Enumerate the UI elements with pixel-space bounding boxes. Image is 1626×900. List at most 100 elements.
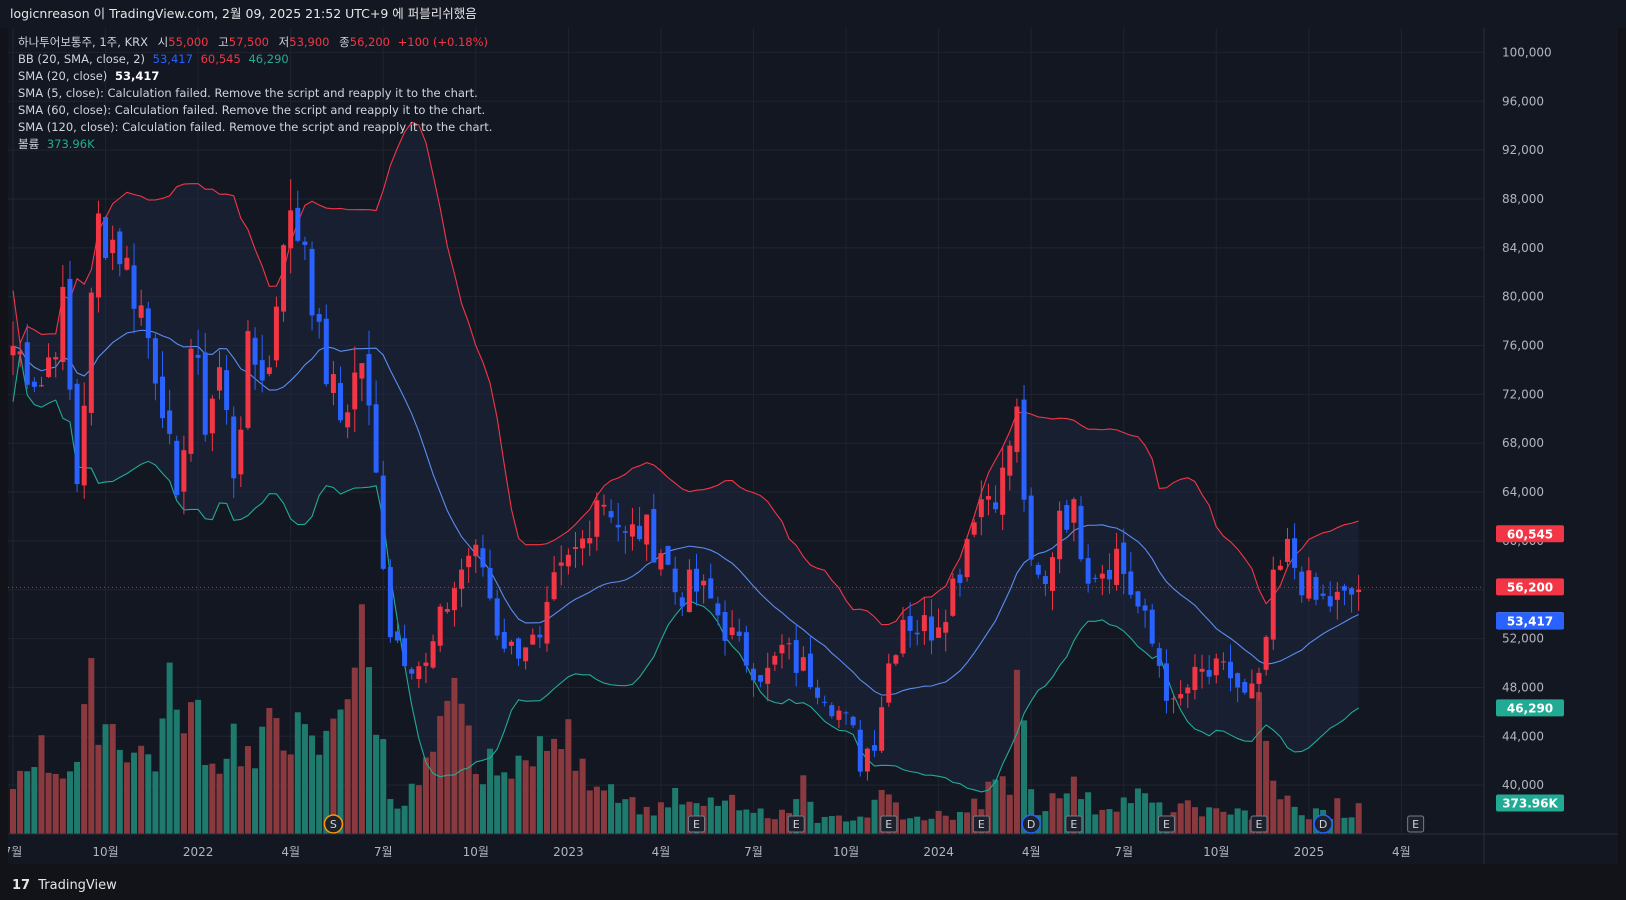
candle-body (1114, 548, 1120, 585)
candle-body (1000, 467, 1006, 515)
candle-body (1171, 698, 1177, 700)
legend-volume-value: 373.96K (46, 137, 95, 151)
candle-body (672, 568, 678, 593)
legend-bb[interactable]: BB (20, SMA, close, 2) 53,417 60,545 46,… (18, 51, 492, 68)
candle-body (1327, 596, 1333, 607)
price-label-text: 60,545 (1507, 527, 1553, 541)
candle-body (1007, 445, 1013, 476)
earnings-icon (1065, 815, 1083, 833)
candle-body (423, 662, 429, 666)
y-tick-label: 44,000 (1502, 729, 1544, 743)
volume-bar (736, 810, 743, 834)
volume-bar (1305, 819, 1312, 834)
volume-bar (1199, 816, 1206, 834)
candle-body (10, 346, 16, 356)
volume-bar (380, 739, 387, 834)
volume-bar (615, 802, 622, 834)
volume-bar (173, 709, 180, 834)
volume-bar (17, 770, 24, 834)
volume-bar (1142, 793, 1149, 834)
candle-body (444, 609, 450, 612)
volume-bar (949, 819, 956, 834)
volume-bar (878, 789, 885, 834)
candle-body (786, 643, 792, 645)
y-tick-label: 88,000 (1502, 192, 1544, 206)
publish-caption: logicnreason 이 TradingView.com, 2월 09, 2… (0, 0, 1626, 28)
candle-body (779, 644, 785, 654)
volume-bar (1284, 795, 1291, 834)
legend-volume-label: 볼륨 (18, 137, 40, 151)
legend-sma60-error[interactable]: SMA (60, close): Calculation failed. Rem… (18, 103, 486, 117)
candle-body (345, 412, 351, 428)
volume-bar (45, 772, 52, 834)
legend-volume[interactable]: 볼륨 373.96K (18, 136, 492, 153)
candle-body (857, 729, 863, 772)
x-tick-label: 10월 (463, 845, 489, 859)
candle-body (544, 601, 550, 644)
legend-sma5-error[interactable]: SMA (5, close): Calculation failed. Remo… (18, 86, 478, 100)
event-letter: E (1163, 818, 1170, 831)
legend-symbol[interactable]: 하나투어보통주, 1주, KRX (18, 35, 148, 49)
chart-panel[interactable]: 100,000 96,000 92,000 88,000 84,000 80,000 76,… (8, 28, 1618, 864)
y-tick-label: 68,000 (1502, 436, 1544, 450)
volume-bar (209, 763, 216, 834)
x-tick-label: 10월 (1203, 845, 1229, 859)
candle-body (1050, 557, 1056, 591)
y-tick-label: 92,000 (1502, 143, 1544, 157)
volume-bar (714, 805, 721, 834)
earnings-icon (1157, 815, 1175, 833)
volume-bar (1056, 798, 1063, 834)
candle-body (758, 675, 764, 682)
candle-body (587, 538, 593, 544)
volume-bar (494, 775, 501, 834)
price-axis-area (1484, 28, 1618, 864)
candle-body (473, 544, 479, 557)
candle-body (523, 647, 529, 662)
candle-body (1220, 661, 1226, 663)
candle-body (836, 710, 842, 720)
volume-bar (593, 786, 600, 834)
volume-bar (1348, 817, 1355, 834)
x-tick-label: 2024 (923, 845, 954, 859)
legend-sma20[interactable]: SMA (20, close) 53,417 (18, 68, 492, 85)
candle-body (501, 631, 507, 649)
candle-body (1099, 573, 1105, 579)
candle-body (17, 351, 23, 355)
volume-bar (38, 735, 45, 834)
candle-body (843, 712, 849, 714)
y-tick-label: 100,000 (1502, 45, 1552, 59)
volume-bar (551, 738, 558, 834)
volume-bar (985, 781, 992, 834)
candle-body (1256, 672, 1262, 684)
candle-body (1135, 591, 1141, 607)
volume-bar (252, 768, 259, 834)
volume-bar (1134, 788, 1141, 834)
volume-bar (828, 816, 835, 834)
legend-sma120-error[interactable]: SMA (120, close): Calculation failed. Re… (18, 120, 493, 134)
candle-body (74, 383, 80, 485)
candle-body (494, 598, 500, 636)
volume-bar (138, 745, 145, 834)
dividend-icon (1313, 814, 1333, 834)
candle-body (508, 641, 514, 646)
volume-bar (657, 802, 664, 834)
candle-body (53, 357, 59, 360)
tradingview-logo-icon[interactable]: 𝟭𝟳 (12, 878, 31, 893)
candle-body (850, 716, 856, 726)
volume-bar (750, 812, 757, 834)
legend-ohlc: 하나투어보통주, 1주, KRX 시55,000 고57,500 저53,900… (18, 34, 492, 51)
y-tick-label: 80,000 (1502, 290, 1544, 304)
candle-body (309, 248, 315, 316)
candle-body (1249, 683, 1255, 699)
volume-bar (900, 819, 906, 834)
candle-body (807, 653, 813, 688)
volume-bar (907, 818, 914, 834)
candle-body (608, 511, 614, 518)
tradingview-brand[interactable]: TradingView (38, 878, 117, 893)
candle-body (1149, 609, 1155, 644)
price-chart[interactable]: 100,000 96,000 92,000 88,000 84,000 80,000 76,… (8, 28, 1618, 864)
event-marker-e: E (1065, 815, 1083, 833)
volume-bar (1106, 809, 1113, 834)
legend-low: 53,900 (289, 35, 330, 49)
candle-body (1320, 593, 1326, 596)
